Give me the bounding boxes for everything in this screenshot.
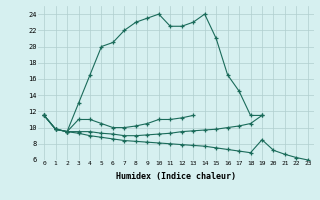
X-axis label: Humidex (Indice chaleur): Humidex (Indice chaleur) — [116, 172, 236, 181]
